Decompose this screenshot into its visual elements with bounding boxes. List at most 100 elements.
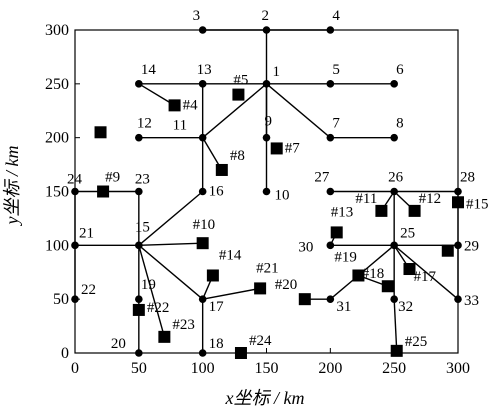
square-n24	[234, 347, 247, 359]
square-label-n13: #13	[331, 204, 354, 220]
node-label-2: 2	[262, 8, 270, 24]
square-n20	[298, 293, 311, 306]
node-6	[390, 80, 398, 88]
square-label-n15: #15	[466, 196, 489, 212]
y-tick-label: 200	[45, 130, 69, 147]
nodes-layer	[71, 26, 462, 357]
node-label-22: 22	[81, 282, 96, 298]
square-label-n20: #20	[275, 277, 298, 293]
node-label-27: 27	[314, 170, 330, 186]
square-label-n25: #25	[405, 334, 428, 350]
node-27	[326, 187, 335, 196]
square-n14	[206, 269, 219, 282]
square-label-n22: #22	[147, 300, 170, 316]
node-label-3: 3	[193, 8, 201, 24]
square-label-n18: #18	[362, 266, 385, 282]
node-label-10: 10	[275, 188, 290, 204]
node-label-25: 25	[400, 225, 415, 241]
x-axis-label: x坐标 / km	[225, 388, 305, 408]
node-20	[135, 349, 143, 357]
node-label-33: 33	[464, 293, 479, 309]
y-tick-label: 50	[53, 291, 69, 308]
square-label-n10: #10	[193, 217, 216, 233]
square-n23	[158, 330, 171, 343]
node-24	[71, 187, 79, 196]
node-4	[326, 26, 335, 34]
squares-layer	[94, 88, 464, 359]
square-label-n8: #8	[230, 148, 245, 164]
square-n9	[97, 185, 110, 198]
x-tick-label: 300	[446, 360, 470, 377]
square-n15	[452, 196, 464, 209]
square-label-n19: #19	[334, 249, 357, 265]
square-label-n23: #23	[172, 317, 195, 333]
square-label-n14: #14	[219, 247, 242, 263]
node-label-14: 14	[141, 62, 157, 78]
node-label-13: 13	[197, 62, 212, 78]
node-label-24: 24	[67, 172, 83, 188]
node-label-5: 5	[332, 62, 340, 78]
node-31	[326, 295, 335, 303]
node-18	[198, 349, 207, 357]
node-label-19: 19	[141, 277, 156, 293]
node-22	[71, 295, 79, 303]
edge-16-15	[138, 190, 204, 246]
square-n10	[196, 237, 209, 250]
y-axis-label: y坐标 / km	[2, 146, 22, 227]
node-label-30: 30	[298, 239, 313, 255]
square-n12	[408, 204, 421, 217]
node-33	[454, 295, 462, 303]
square-n13	[330, 226, 343, 239]
node-30	[326, 241, 335, 250]
y-tick-label: 300	[45, 22, 69, 39]
edge-1-11	[202, 83, 267, 139]
node-2	[262, 26, 271, 34]
edge-32-#25	[393, 299, 398, 351]
node-label-32: 32	[398, 299, 413, 315]
square-n17	[403, 263, 416, 276]
square-label-n4: #4	[183, 97, 199, 113]
node-7	[326, 133, 335, 142]
square-unlabeled-21	[441, 244, 454, 257]
x-tick-label: 200	[318, 360, 342, 377]
node-8	[390, 133, 398, 142]
x-tick-label: 250	[382, 360, 406, 377]
square-label-n21: #21	[256, 260, 279, 276]
square-n2	[94, 126, 107, 139]
edge-25-33	[393, 244, 459, 300]
square-n18	[381, 280, 394, 293]
node-label-17: 17	[209, 299, 225, 315]
square-n11	[375, 204, 388, 217]
node-label-21: 21	[79, 225, 94, 241]
node-17	[198, 295, 207, 303]
node-11	[198, 133, 207, 142]
square-n7	[270, 142, 283, 155]
node-label-1: 1	[273, 64, 281, 80]
square-label-n5: #5	[233, 73, 248, 89]
labels-layer: 123 45 67 891011121314151617181920212223242…	[67, 8, 489, 352]
x-tick-label: 150	[255, 360, 279, 377]
square-n4	[168, 99, 181, 112]
node-10	[262, 187, 271, 196]
node-label-18: 18	[209, 336, 224, 352]
node-14	[135, 80, 143, 88]
node-5	[326, 80, 335, 88]
node-label-8: 8	[396, 116, 404, 132]
node-label-4: 4	[332, 8, 340, 24]
node-label-20: 20	[111, 336, 126, 352]
node-3	[198, 26, 207, 34]
square-n21	[254, 282, 267, 295]
node-label-15: 15	[135, 219, 150, 235]
square-n19	[352, 269, 365, 282]
plot-frame: 0 50 100 150 200 250 300 0 50 100 150 200 250 300	[45, 22, 470, 377]
node-label-6: 6	[396, 62, 404, 78]
node-26	[390, 187, 398, 196]
node-29	[454, 241, 462, 250]
node-9	[262, 133, 271, 142]
node-label-23: 23	[135, 172, 150, 188]
y-tick-label: 150	[45, 184, 69, 201]
square-n22	[132, 303, 145, 316]
node-32	[390, 295, 398, 303]
node-label-31: 31	[336, 299, 351, 315]
